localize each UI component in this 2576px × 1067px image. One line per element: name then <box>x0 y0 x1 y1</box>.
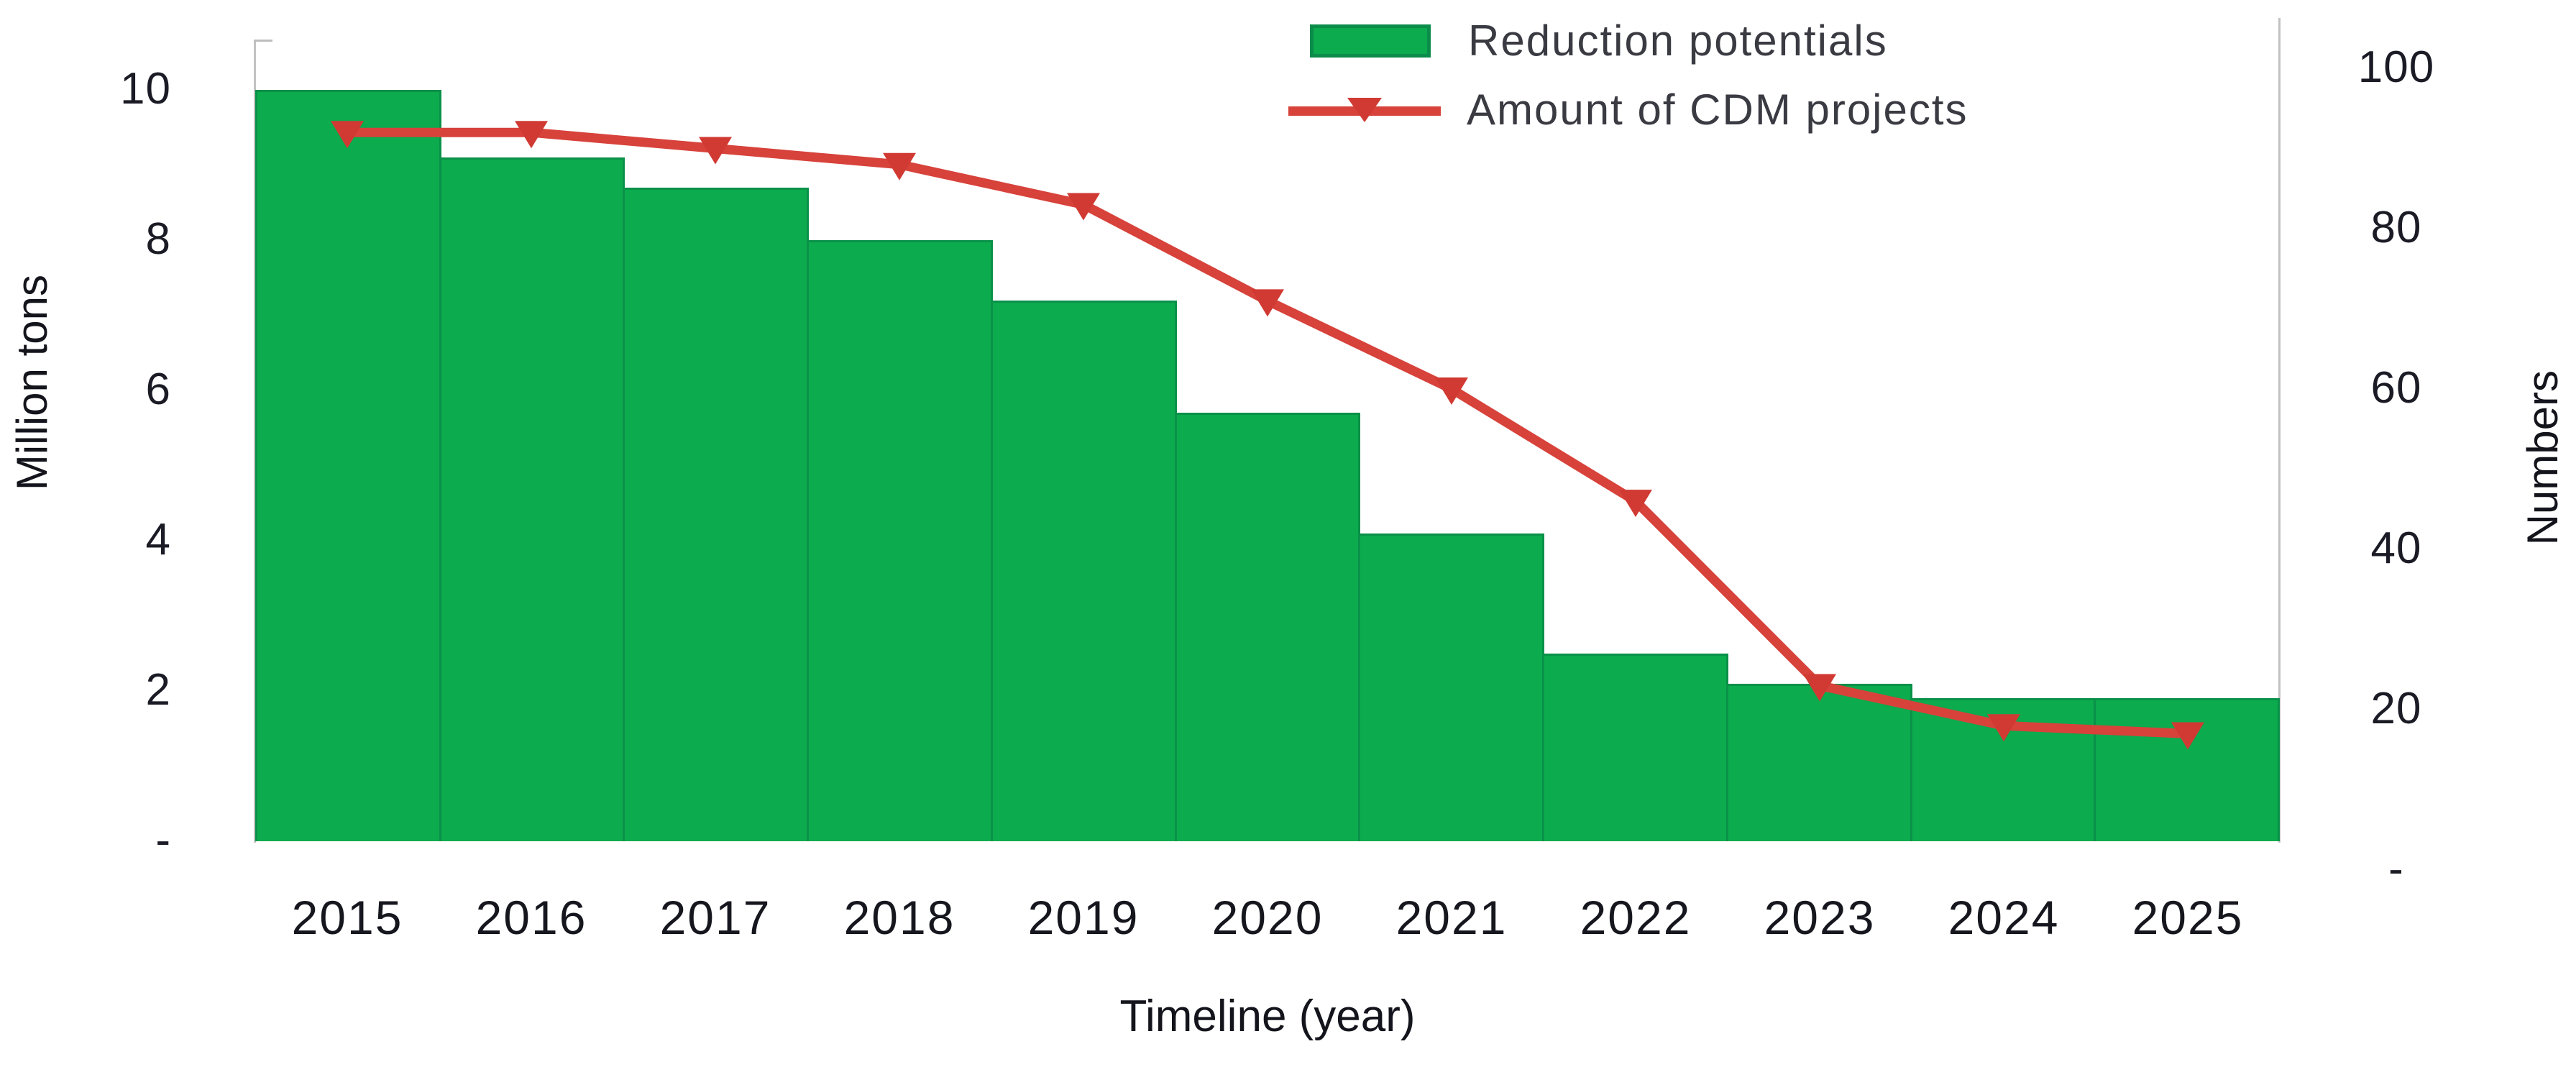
left-axis-line <box>254 40 256 843</box>
year-label-2022: 2022 <box>1580 891 1692 944</box>
right-tick-label: 40 <box>2370 523 2422 574</box>
left-tick-label: 8 <box>145 214 171 265</box>
year-label-2023: 2023 <box>1764 891 1876 944</box>
left-tick-label: 2 <box>145 665 171 715</box>
bar-2016 <box>439 157 625 841</box>
year-label-2021: 2021 <box>1395 891 1508 944</box>
bar-2025 <box>2094 698 2281 841</box>
legend-label-line: Amount of CDM projects <box>1467 86 1968 134</box>
bar-2018 <box>807 240 993 841</box>
bar-2021 <box>1358 533 1545 841</box>
left-tick-label: - <box>155 815 171 866</box>
year-label-2017: 2017 <box>659 891 771 944</box>
x-axis-year-labels: 2015 2016 2017 2018 2019 2020 2021 2022 2023 2024… <box>255 890 2280 945</box>
year-label-2018: 2018 <box>843 891 955 944</box>
right-tick-label: 80 <box>2370 203 2422 253</box>
right-axis-line <box>2278 18 2281 843</box>
left-tick-label: 6 <box>145 365 171 415</box>
right-tick-label: 60 <box>2370 363 2422 413</box>
year-label-2025: 2025 <box>2132 891 2244 944</box>
year-label-2015: 2015 <box>291 891 403 944</box>
left-axis-top-tick <box>254 40 272 42</box>
legend-item-reduction-potentials: Reduction potentials <box>1310 16 1888 65</box>
bar-2020 <box>1174 413 1361 841</box>
year-label-2019: 2019 <box>1027 891 1140 944</box>
bar-2015 <box>255 90 441 841</box>
right-tick-label: 20 <box>2370 684 2422 734</box>
legend-item-cdm-projects: Amount of CDM projects <box>1288 85 1968 134</box>
bar-2017 <box>623 187 810 841</box>
bar-2022 <box>1542 653 1728 841</box>
right-tick-label: - <box>2388 844 2404 894</box>
left-tick-label: 10 <box>120 64 171 114</box>
legend-label-bar: Reduction potentials <box>1468 17 1888 65</box>
year-label-2024: 2024 <box>1948 891 2060 944</box>
bar-2024 <box>1910 698 2096 841</box>
bar-series-reduction-potentials <box>255 90 2281 841</box>
right-axis-title: Numbers <box>2518 370 2567 546</box>
bar-2019 <box>990 300 1177 841</box>
left-tick-label: 4 <box>145 515 171 565</box>
year-label-2020: 2020 <box>1211 891 1324 944</box>
x-axis-title: Timeline (year) <box>1119 992 1416 1041</box>
bar-legend-swatch-icon <box>1310 24 1431 58</box>
line-legend-sample-icon <box>1288 93 1441 127</box>
bar-2023 <box>1725 683 1912 841</box>
year-label-2016: 2016 <box>475 891 587 944</box>
right-tick-label: 100 <box>2357 42 2435 93</box>
